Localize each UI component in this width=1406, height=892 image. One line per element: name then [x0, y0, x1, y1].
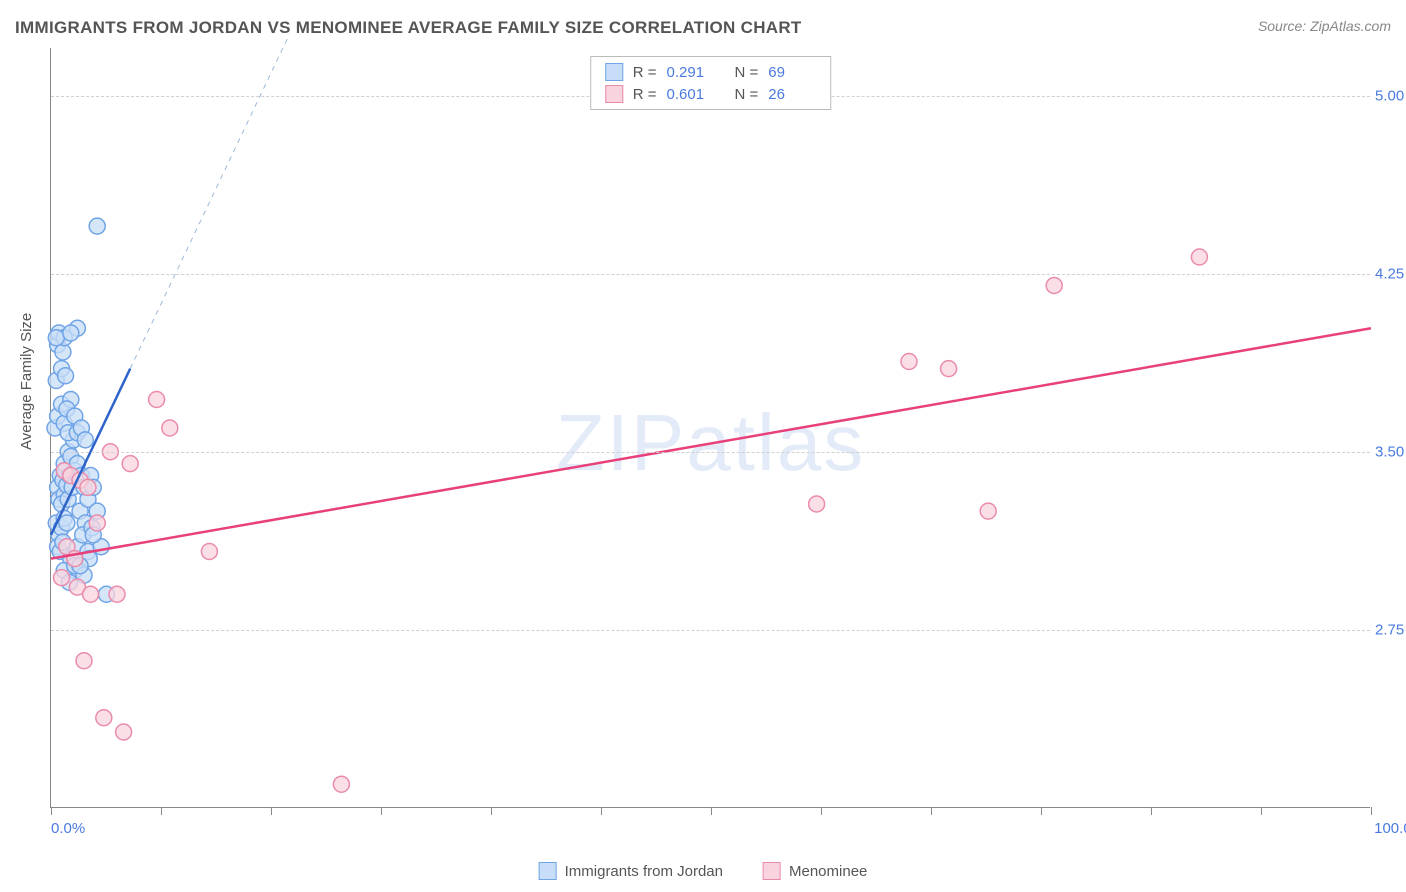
x-tick — [381, 807, 382, 815]
scatter-point — [941, 361, 957, 377]
r-value-1: 0.291 — [667, 64, 715, 81]
scatter-point — [980, 503, 996, 519]
scatter-point — [109, 586, 125, 602]
r-label-1: R = — [633, 64, 657, 81]
trend-line — [51, 328, 1371, 558]
legend-swatch-2 — [605, 85, 623, 103]
scatter-point — [77, 432, 93, 448]
scatter-svg — [51, 48, 1370, 807]
y-tick-label: 2.75 — [1375, 621, 1406, 638]
scatter-point — [76, 653, 92, 669]
r-label-2: R = — [633, 86, 657, 103]
legend-item-series-1: Immigrants from Jordan — [539, 862, 723, 880]
scatter-point — [162, 420, 178, 436]
scatter-point — [149, 392, 165, 408]
trend-line-extension — [130, 36, 288, 369]
x-tick — [271, 807, 272, 815]
n-label-2: N = — [735, 86, 759, 103]
y-axis-label: Average Family Size — [18, 313, 35, 450]
scatter-point — [901, 354, 917, 370]
scatter-point — [54, 570, 70, 586]
legend-bottom-label-1: Immigrants from Jordan — [565, 863, 723, 880]
n-label-1: N = — [735, 64, 759, 81]
n-value-2: 26 — [768, 86, 816, 103]
scatter-point — [58, 368, 74, 384]
r-value-2: 0.601 — [667, 86, 715, 103]
y-tick-label: 5.00 — [1375, 87, 1406, 104]
x-tick — [1261, 807, 1262, 815]
x-tick — [161, 807, 162, 815]
gridline-h — [51, 452, 1370, 453]
x-axis-max-label: 100.0% — [1374, 820, 1406, 837]
x-tick — [1151, 807, 1152, 815]
x-tick — [51, 807, 52, 815]
scatter-point — [80, 479, 96, 495]
x-tick — [491, 807, 492, 815]
x-tick — [821, 807, 822, 815]
x-axis-min-label: 0.0% — [51, 820, 85, 837]
legend-item-series-2: Menominee — [763, 862, 867, 880]
x-tick — [601, 807, 602, 815]
scatter-point — [59, 515, 75, 531]
x-tick — [711, 807, 712, 815]
legend-swatch-1 — [605, 63, 623, 81]
y-tick-label: 3.50 — [1375, 443, 1406, 460]
correlation-legend: R = 0.291 N = 69 R = 0.601 N = 26 — [590, 56, 832, 110]
legend-row-series-2: R = 0.601 N = 26 — [591, 83, 831, 105]
scatter-point — [116, 724, 132, 740]
scatter-point — [1046, 278, 1062, 294]
chart-plot-area: ZIPatlas R = 0.291 N = 69 R = 0.601 N = … — [50, 48, 1370, 808]
x-tick — [1371, 807, 1372, 815]
legend-bottom-label-2: Menominee — [789, 863, 867, 880]
scatter-point — [201, 544, 217, 560]
gridline-h — [51, 630, 1370, 631]
legend-row-series-1: R = 0.291 N = 69 — [591, 61, 831, 83]
scatter-point — [122, 456, 138, 472]
legend-bottom-swatch-2 — [763, 862, 781, 880]
legend-bottom-swatch-1 — [539, 862, 557, 880]
chart-title: IMMIGRANTS FROM JORDAN VS MENOMINEE AVER… — [15, 18, 802, 38]
scatter-point — [48, 330, 64, 346]
x-tick — [931, 807, 932, 815]
series-legend: Immigrants from Jordan Menominee — [539, 862, 868, 880]
scatter-point — [89, 218, 105, 234]
n-value-1: 69 — [768, 64, 816, 81]
scatter-point — [63, 325, 79, 341]
scatter-point — [809, 496, 825, 512]
source-attribution: Source: ZipAtlas.com — [1258, 18, 1391, 34]
scatter-point — [89, 515, 105, 531]
scatter-point — [83, 586, 99, 602]
y-tick-label: 4.25 — [1375, 265, 1406, 282]
gridline-h — [51, 274, 1370, 275]
scatter-point — [333, 776, 349, 792]
scatter-point — [1191, 249, 1207, 265]
x-tick — [1041, 807, 1042, 815]
scatter-point — [96, 710, 112, 726]
